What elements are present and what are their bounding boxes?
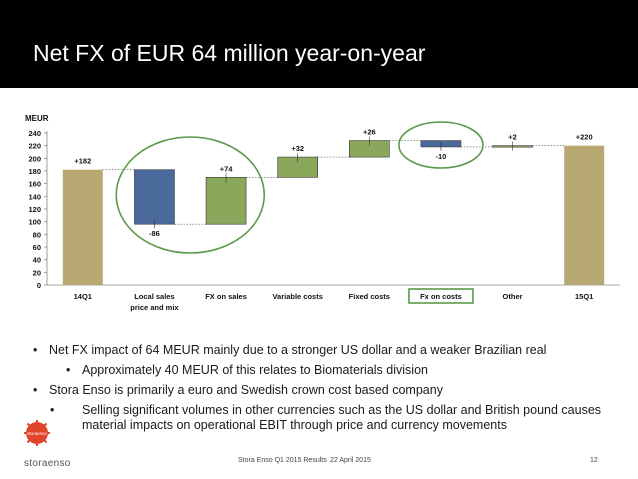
y-tick-label: 160	[28, 180, 41, 189]
bar-15q1	[564, 145, 605, 285]
x-tick-label: price and mix	[130, 303, 179, 312]
bullet-sub-item: • Approximately 40 MEUR of this relates t…	[66, 363, 428, 377]
y-tick-label: 40	[33, 256, 41, 265]
x-tick-label: Fx on costs	[420, 292, 462, 301]
footer-presentation-title: Stora Enso Q1 2015 Results	[238, 457, 327, 464]
y-tick-label: 180	[28, 167, 41, 176]
value-label: +26	[363, 128, 376, 137]
svg-text:storaenso: storaenso	[27, 431, 47, 436]
y-tick-label: 120	[28, 205, 41, 214]
bar-14q1	[62, 169, 103, 285]
highlight-ellipse-fx-on-costs	[398, 121, 484, 169]
y-tick-label: 100	[28, 218, 41, 227]
slide-header: Net FX of EUR 64 million year-on-year	[0, 0, 638, 88]
value-label: +220	[576, 133, 593, 142]
y-tick-label: 60	[33, 243, 41, 252]
y-axis-unit: MEUR	[25, 114, 49, 123]
y-tick-label: 140	[28, 192, 41, 201]
slide-title: Net FX of EUR 64 million year-on-year	[33, 40, 426, 66]
value-label: +74	[220, 164, 234, 173]
waterfall-chart: MEUR 0 20 40 60 80 100 120 140 160 180 200 220 240 +…	[25, 114, 620, 312]
x-tick-label: FX on sales	[205, 292, 247, 301]
stora-enso-logo-icon: storaenso	[24, 420, 50, 446]
bullet-item: • Stora Enso is primarily a euro and Swed…	[33, 383, 443, 397]
value-label: -10	[436, 152, 447, 161]
page-number: 12	[590, 457, 598, 464]
value-label: +32	[291, 144, 304, 153]
highlight-ellipse-fx-on-sales	[115, 136, 266, 254]
footer-date: 22 April 2015	[330, 457, 371, 464]
bullet-sub-item: • Selling significant volumes in other cu…	[50, 403, 602, 432]
value-label: +2	[508, 133, 517, 142]
x-tick-label: 14Q1	[74, 292, 92, 301]
y-tick-label: 80	[33, 230, 41, 239]
value-label: +182	[74, 157, 91, 166]
y-tick-label: 220	[28, 142, 41, 151]
highlight-box-fx-on-costs-label	[408, 288, 474, 304]
brand-wordmark: storaenso	[24, 458, 71, 469]
y-tick-label: 20	[33, 268, 41, 277]
x-tick-label: Variable costs	[272, 292, 322, 301]
x-tick-label: Other	[503, 292, 523, 301]
y-tick-label: 240	[28, 129, 41, 138]
bar-local-sales-price-and-mix	[134, 169, 175, 225]
y-tick-label: 200	[28, 154, 41, 163]
value-label: -86	[149, 229, 160, 238]
y-tick-label: 0	[37, 281, 41, 290]
x-tick-label: Local sales	[134, 292, 174, 301]
bar-fx-on-sales	[205, 177, 247, 225]
x-tick-label: 15Q1	[575, 292, 593, 301]
bullet-item: • Net FX impact of 64 MEUR mainly due to …	[33, 343, 547, 357]
x-tick-label: Fixed costs	[349, 292, 390, 301]
